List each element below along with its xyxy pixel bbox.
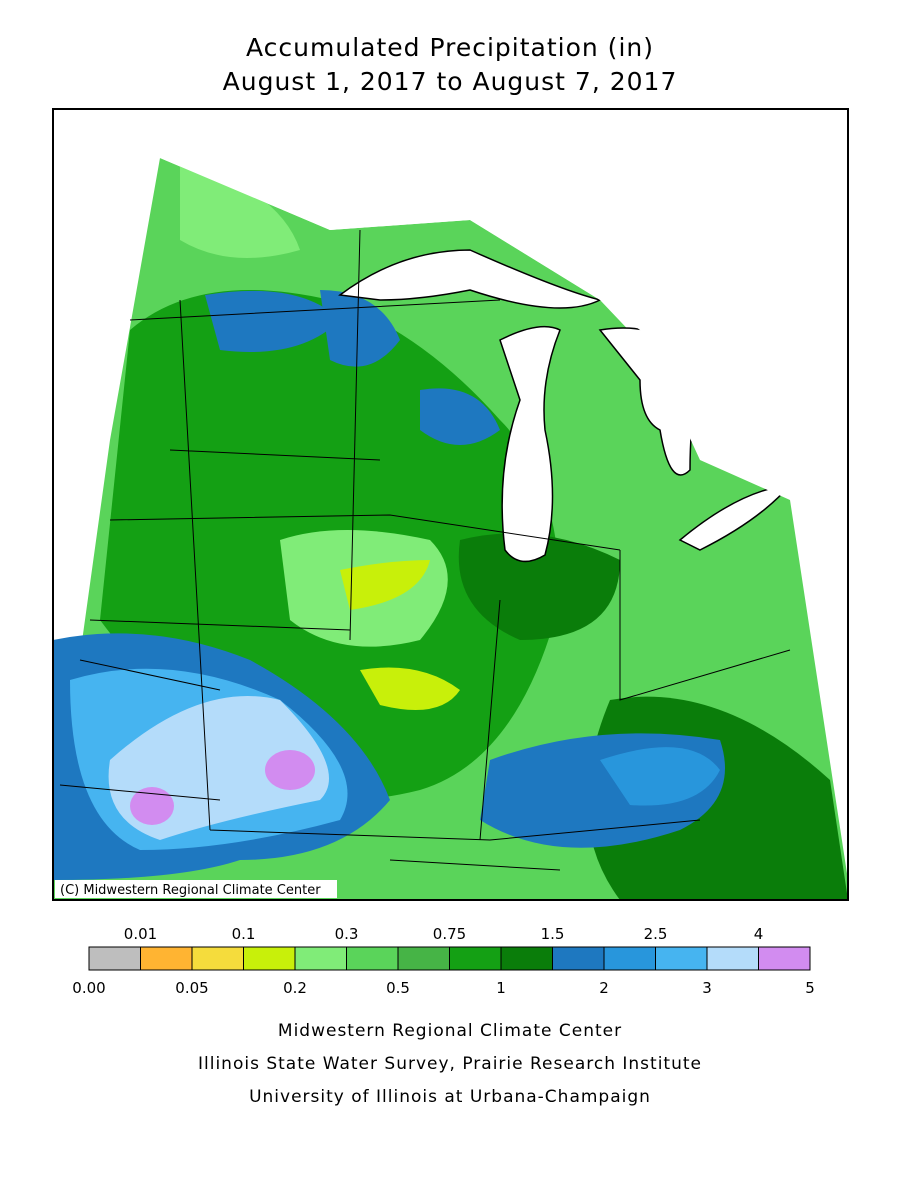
precip-zone (600, 747, 720, 806)
legend-swatch (758, 946, 811, 971)
outside-area (53, 109, 848, 500)
legend-label: 0.5 (386, 979, 410, 997)
precip-zone (180, 160, 300, 258)
credit: (C) Midwestern Regional Climate Center (60, 883, 321, 898)
legend-label: 5 (805, 979, 815, 997)
precip-zone (265, 750, 315, 790)
legend-swatch (552, 946, 605, 971)
footer-line: Illinois State Water Survey, Prairie Res… (198, 1054, 702, 1074)
subtitle: August 1, 2017 to August 7, 2017 (223, 67, 678, 96)
legend-label: 0.75 (433, 925, 466, 943)
footer-line: Midwestern Regional Climate Center (278, 1021, 622, 1041)
legend-label: 0.2 (283, 979, 307, 997)
legend-label: 3 (702, 979, 712, 997)
map: (C) Midwestern Regional Climate Center (52, 108, 849, 901)
legend-label: 2 (599, 979, 609, 997)
legend-swatch (500, 946, 553, 971)
legend-swatch (346, 946, 399, 971)
legend-label: 1.5 (541, 925, 565, 943)
legend-swatch (397, 946, 450, 971)
legend-label: 4 (754, 925, 764, 943)
footer: Midwestern Regional Climate Center Illino… (198, 1021, 702, 1107)
credit-box (55, 880, 337, 898)
legend-label: 0.01 (124, 925, 157, 943)
precip-zone (340, 560, 430, 610)
legend-swatch (294, 946, 347, 971)
legend-swatch (706, 946, 759, 971)
legend-label: 2.5 (644, 925, 668, 943)
title: Accumulated Precipitation (in) (246, 33, 654, 62)
precip-zone (130, 787, 174, 825)
legend-label: 0.05 (175, 979, 208, 997)
legend-swatch (191, 946, 244, 971)
map-frame (52, 108, 849, 901)
legend-swatch (88, 946, 141, 971)
legend-label: 0.00 (72, 979, 105, 997)
precip-zone (420, 388, 500, 445)
precip-zone (360, 667, 460, 710)
legend-label: 1 (496, 979, 506, 997)
footer-line: University of Illinois at Urbana-Champai… (249, 1087, 651, 1107)
state-border (59, 229, 791, 871)
legend-swatch (243, 946, 296, 971)
lake-superior (338, 249, 603, 309)
legend-label: 0.3 (335, 925, 359, 943)
legend-swatch (655, 946, 708, 971)
precip-zone (320, 290, 400, 367)
lake-michigan (499, 325, 561, 563)
legend-swatch (603, 946, 656, 971)
legend: 0.00 0.01 0.05 0.1 0.2 0.3 0.5 0.75 1 1.5 2 2.5 3 4 5 (72, 925, 814, 997)
legend-label: 0.1 (232, 925, 256, 943)
precip-zone (205, 290, 340, 352)
legend-swatch (140, 946, 193, 971)
legend-swatch (449, 946, 502, 971)
